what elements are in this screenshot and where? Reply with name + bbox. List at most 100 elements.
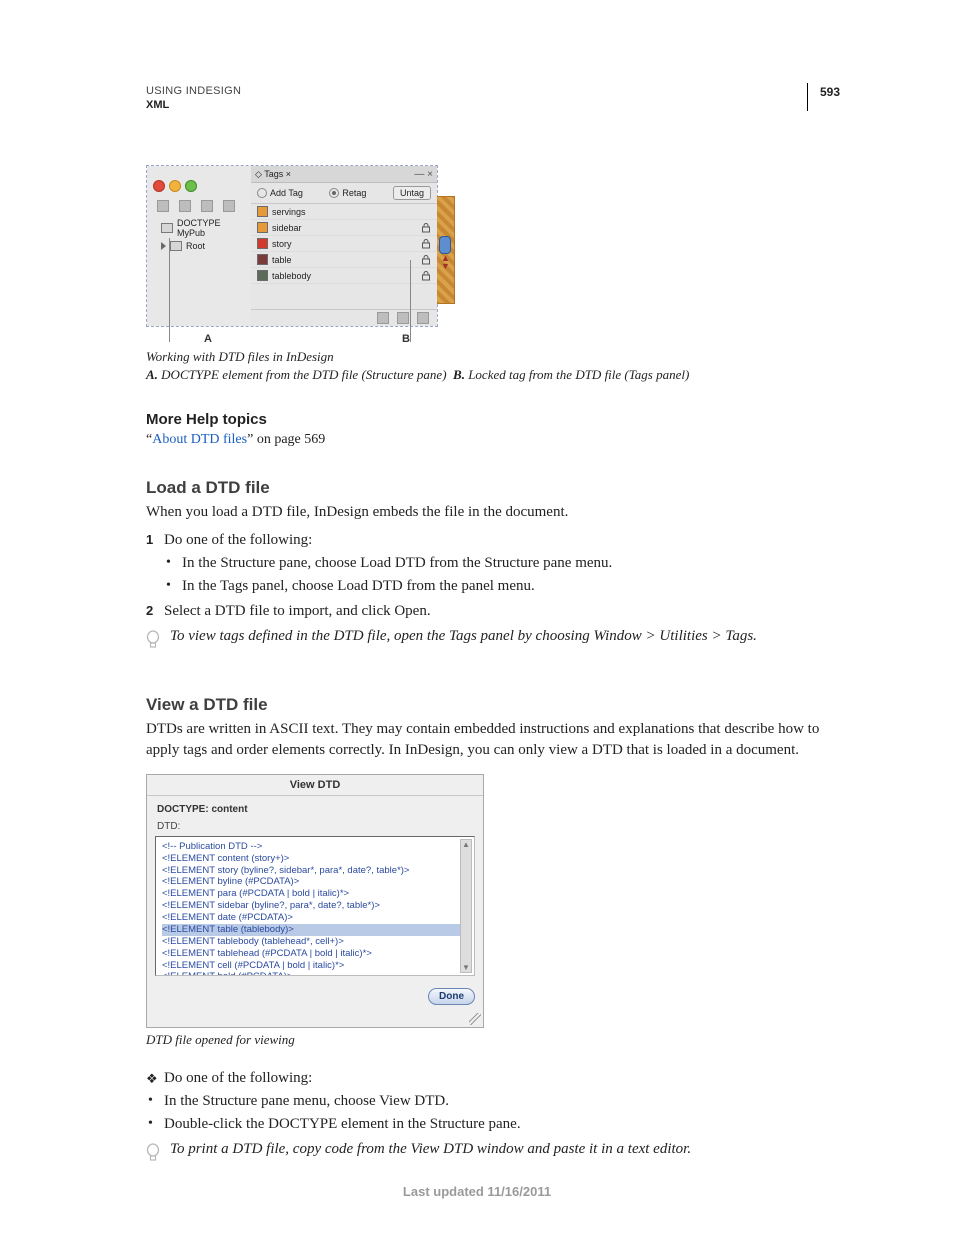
expand-icon bbox=[161, 242, 166, 250]
tag-swatch bbox=[257, 270, 268, 281]
root-label: Root bbox=[186, 241, 205, 251]
lightbulb-icon bbox=[146, 630, 162, 655]
dtd-line: <!ELEMENT para (#PCDATA | bold | italic)… bbox=[162, 888, 460, 900]
running-header: USING INDESIGN bbox=[146, 85, 844, 97]
footer-icon bbox=[397, 312, 409, 324]
step-1: 1Do one of the following: In the Structu… bbox=[146, 532, 844, 595]
bullet: Double-click the DOCTYPE element in the … bbox=[146, 1116, 844, 1133]
load-steps: 1Do one of the following: In the Structu… bbox=[146, 532, 844, 620]
step-1-bullets: In the Structure pane, choose Load DTD f… bbox=[164, 555, 844, 595]
tag-label: sidebar bbox=[272, 223, 302, 233]
running-header-sub: XML bbox=[146, 99, 844, 111]
lock-icon bbox=[421, 223, 431, 233]
tool-icon bbox=[223, 200, 235, 212]
close-icon bbox=[153, 180, 165, 192]
key-b-text: Locked tag from the DTD file (Tags panel… bbox=[465, 367, 689, 382]
tags-controls: Add Tag Retag Untag bbox=[251, 183, 437, 204]
figure-labels: A B bbox=[146, 333, 436, 345]
tag-label: story bbox=[272, 239, 292, 249]
tags-titlebar: ◇ Tags × — × bbox=[251, 166, 437, 183]
step-2-text: Select a DTD file to import, and click O… bbox=[164, 603, 431, 619]
dtd-text-box: <!-- Publication DTD --><!ELEMENT conten… bbox=[155, 836, 475, 976]
tag-swatch bbox=[257, 238, 268, 249]
figure-view-dtd: View DTD DOCTYPE: content DTD: <!-- Publ… bbox=[146, 774, 484, 1028]
dtd-line: <!ELEMENT table (tablebody)> bbox=[162, 924, 460, 936]
dtd-line: <!ELEMENT date (#PCDATA)> bbox=[162, 912, 460, 924]
dtd-line: <!ELEMENT cell (#PCDATA | bold | italic)… bbox=[162, 960, 460, 972]
step-2: 2Select a DTD file to import, and click … bbox=[146, 603, 844, 620]
tag-row[interactable]: servings bbox=[251, 204, 437, 220]
retag-label: Retag bbox=[342, 188, 366, 198]
bullet: In the Structure pane, choose Load DTD f… bbox=[164, 555, 844, 572]
view-intro: DTDs are written in ASCII text. They may… bbox=[146, 719, 844, 760]
callout-a-line bbox=[169, 238, 170, 342]
window-controls bbox=[153, 180, 197, 192]
figure-frame: ▲▼ DOCTYPE MyPub bbox=[146, 165, 438, 327]
about-dtd-link[interactable]: About DTD files bbox=[152, 432, 247, 447]
tree-doctype-row: DOCTYPE MyPub bbox=[161, 218, 251, 238]
dtd-line: <!ELEMENT byline (#PCDATA)> bbox=[162, 876, 460, 888]
scroll-arrows: ▲▼ bbox=[441, 254, 451, 270]
dtd-line: <!ELEMENT tablebody (tablehead*, cell+)> bbox=[162, 936, 460, 948]
tags-title: ◇ Tags × bbox=[255, 169, 291, 180]
zoom-icon bbox=[185, 180, 197, 192]
tag-swatch bbox=[257, 222, 268, 233]
structure-toolbar bbox=[157, 200, 235, 212]
tag-label: servings bbox=[272, 207, 306, 217]
view-tip: To print a DTD file, copy code from the … bbox=[146, 1141, 844, 1168]
load-tip: To view tags defined in the DTD file, op… bbox=[146, 628, 844, 655]
tag-label: tablebody bbox=[272, 271, 311, 281]
view-heading: View a DTD file bbox=[146, 695, 844, 715]
minimize-icon bbox=[169, 180, 181, 192]
view-lead: Do one of the following: bbox=[146, 1070, 844, 1087]
page: 593 USING INDESIGN XML ▲▼ bbox=[0, 0, 954, 1235]
tool-icon bbox=[179, 200, 191, 212]
add-tag-radio: Add Tag bbox=[257, 188, 303, 199]
panel-menu-icon: — × bbox=[414, 169, 433, 180]
dtd-lines: <!-- Publication DTD --><!ELEMENT conten… bbox=[162, 841, 460, 976]
figure2-caption: DTD file opened for viewing bbox=[146, 1032, 844, 1048]
tag-swatch bbox=[257, 254, 268, 265]
lock-icon bbox=[421, 239, 431, 249]
doctype-icon bbox=[161, 223, 173, 233]
tag-label: table bbox=[272, 255, 292, 265]
dtd-scrollbar[interactable]: ▲▼ bbox=[460, 839, 472, 973]
view-tip-text: To print a DTD file, copy code from the … bbox=[170, 1141, 691, 1158]
structure-tree: DOCTYPE MyPub Root bbox=[161, 218, 251, 254]
resize-corner[interactable] bbox=[147, 1013, 483, 1027]
doctype-label: DOCTYPE MyPub bbox=[177, 218, 251, 238]
load-intro: When you load a DTD file, InDesign embed… bbox=[146, 502, 844, 522]
dtd-line: <!ELEMENT bold (#PCDATA)> bbox=[162, 971, 460, 975]
link-suffix: ” on page 569 bbox=[247, 432, 325, 447]
tag-row[interactable]: story bbox=[251, 236, 437, 252]
footer-updated: Last updated 11/16/2011 bbox=[0, 1184, 954, 1199]
untag-button[interactable]: Untag bbox=[393, 186, 431, 200]
tag-row[interactable]: sidebar bbox=[251, 220, 437, 236]
figure-dtd-panels: ▲▼ DOCTYPE MyPub bbox=[146, 165, 436, 383]
footer-icon bbox=[377, 312, 389, 324]
dtd-line: <!ELEMENT sidebar (byline?, para*, date?… bbox=[162, 900, 460, 912]
key-b-bold: B. bbox=[453, 367, 465, 382]
trash-icon bbox=[417, 312, 429, 324]
tool-icon bbox=[157, 200, 169, 212]
label-a: A bbox=[204, 333, 212, 345]
tags-panel: ◇ Tags × — × Add Tag Retag Untag serving… bbox=[251, 166, 437, 326]
more-help-heading: More Help topics bbox=[146, 411, 844, 428]
bullet: In the Structure pane menu, choose View … bbox=[146, 1093, 844, 1110]
callout-b-line bbox=[410, 260, 411, 342]
step-1-text: Do one of the following: bbox=[164, 532, 312, 548]
done-button[interactable]: Done bbox=[428, 988, 475, 1005]
view-bullets: In the Structure pane menu, choose View … bbox=[146, 1093, 844, 1133]
scroll-grip bbox=[439, 236, 451, 254]
bullet: In the Tags panel, choose Load DTD from … bbox=[164, 578, 844, 595]
lock-icon bbox=[421, 255, 431, 265]
view-dtd-title: View DTD bbox=[147, 775, 483, 796]
element-icon bbox=[170, 241, 182, 251]
load-heading: Load a DTD file bbox=[146, 478, 844, 498]
add-tag-label: Add Tag bbox=[270, 188, 303, 198]
more-help-link-line: “About DTD files” on page 569 bbox=[146, 432, 844, 448]
lock-icon bbox=[421, 271, 431, 281]
tool-icon bbox=[201, 200, 213, 212]
resize-icon bbox=[469, 1013, 481, 1025]
tree-root-row: Root bbox=[161, 241, 251, 251]
